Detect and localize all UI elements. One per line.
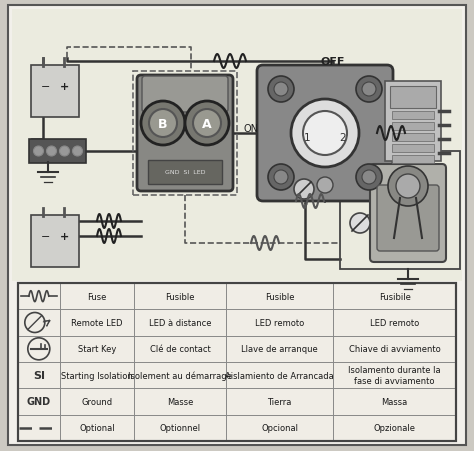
Circle shape <box>274 83 288 97</box>
FancyBboxPatch shape <box>29 140 86 164</box>
Circle shape <box>141 102 185 146</box>
Text: Ground: Ground <box>81 397 112 406</box>
Text: Isolamento durante la
fase di avviamento: Isolamento durante la fase di avviamento <box>348 365 441 385</box>
Circle shape <box>388 166 428 207</box>
Text: Isolement au démarrage: Isolement au démarrage <box>128 371 232 380</box>
Text: SI: SI <box>33 370 45 380</box>
Text: Fusible: Fusible <box>265 292 294 301</box>
FancyBboxPatch shape <box>12 10 462 281</box>
FancyBboxPatch shape <box>370 165 446 262</box>
Circle shape <box>294 179 314 199</box>
FancyBboxPatch shape <box>390 87 436 109</box>
FancyBboxPatch shape <box>392 133 434 142</box>
FancyBboxPatch shape <box>142 77 228 113</box>
FancyBboxPatch shape <box>257 66 393 202</box>
Circle shape <box>356 77 382 103</box>
Text: Fusible: Fusible <box>165 292 195 301</box>
Text: 1: 1 <box>304 133 310 143</box>
Text: Masse: Masse <box>167 397 193 406</box>
Text: 2: 2 <box>340 133 346 143</box>
Text: Chiave di avviamento: Chiave di avviamento <box>349 345 440 354</box>
Circle shape <box>396 175 420 198</box>
Text: +: + <box>60 231 69 241</box>
Circle shape <box>317 178 333 193</box>
Text: LED remoto: LED remoto <box>370 318 419 327</box>
Circle shape <box>34 147 44 156</box>
Circle shape <box>362 83 376 97</box>
FancyBboxPatch shape <box>137 76 233 192</box>
Text: Massa: Massa <box>382 397 408 406</box>
Text: Opcional: Opcional <box>261 423 298 433</box>
Text: −: − <box>41 82 51 92</box>
Circle shape <box>149 110 177 138</box>
Text: LED remoto: LED remoto <box>255 318 304 327</box>
Circle shape <box>268 77 294 103</box>
Text: GND: GND <box>27 396 51 407</box>
Text: LED à distance: LED à distance <box>149 318 211 327</box>
Text: −: − <box>41 231 51 241</box>
Circle shape <box>350 213 370 234</box>
Text: Clé de contact: Clé de contact <box>150 345 210 354</box>
Text: +: + <box>60 82 69 92</box>
Text: Fusibile: Fusibile <box>379 292 410 301</box>
Circle shape <box>185 102 229 146</box>
Circle shape <box>193 110 221 138</box>
Text: OFF: OFF <box>321 57 345 67</box>
FancyBboxPatch shape <box>392 156 434 164</box>
Circle shape <box>46 147 56 156</box>
Circle shape <box>60 147 70 156</box>
Text: Optionnel: Optionnel <box>159 423 201 433</box>
Circle shape <box>303 112 347 156</box>
FancyBboxPatch shape <box>31 66 79 118</box>
Text: Optional: Optional <box>79 423 115 433</box>
Circle shape <box>268 165 294 191</box>
Circle shape <box>274 170 288 184</box>
Text: Llave de arranque: Llave de arranque <box>241 345 318 354</box>
Text: Start Key: Start Key <box>78 345 116 354</box>
Circle shape <box>291 100 359 168</box>
FancyBboxPatch shape <box>392 112 434 120</box>
Text: B: B <box>158 117 168 130</box>
Text: Fuse: Fuse <box>87 292 107 301</box>
FancyBboxPatch shape <box>31 216 79 267</box>
Text: Opzionale: Opzionale <box>374 423 416 433</box>
Text: Starting Isolation: Starting Isolation <box>61 371 133 380</box>
FancyBboxPatch shape <box>392 123 434 131</box>
Text: GND  SI  LED: GND SI LED <box>165 170 205 175</box>
Circle shape <box>73 147 82 156</box>
Text: Remote LED: Remote LED <box>71 318 123 327</box>
Text: A: A <box>202 117 212 130</box>
Text: Aislamiento de Arrancada: Aislamiento de Arrancada <box>225 371 334 380</box>
Text: ON: ON <box>244 124 258 133</box>
FancyBboxPatch shape <box>18 283 456 441</box>
FancyBboxPatch shape <box>385 82 441 161</box>
FancyBboxPatch shape <box>148 161 222 184</box>
Text: ⚡: ⚡ <box>302 199 308 208</box>
Circle shape <box>356 165 382 191</box>
Circle shape <box>362 170 376 184</box>
FancyBboxPatch shape <box>8 6 466 445</box>
Text: Tierra: Tierra <box>267 397 292 406</box>
FancyBboxPatch shape <box>377 186 439 252</box>
FancyBboxPatch shape <box>392 145 434 152</box>
